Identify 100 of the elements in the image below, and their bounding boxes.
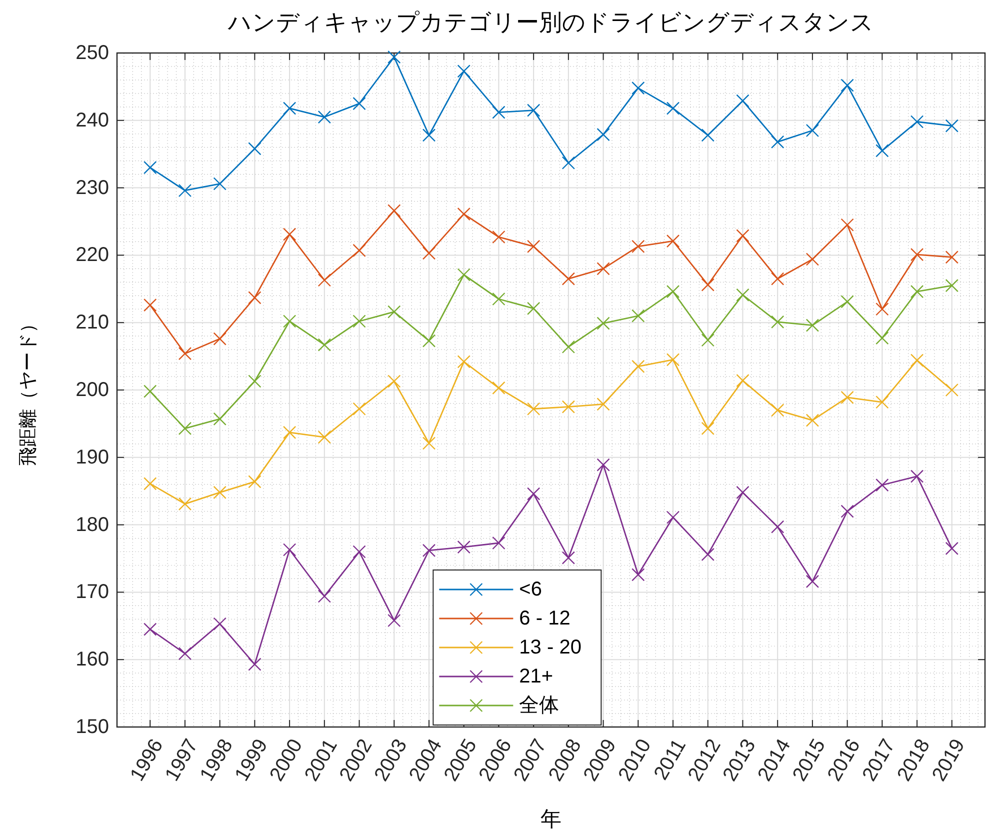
point (422, 128, 436, 142)
point (457, 540, 470, 554)
y-tick-label: 250 (76, 42, 109, 64)
point (178, 347, 192, 360)
point (248, 142, 262, 156)
point (282, 102, 296, 115)
point (945, 278, 958, 292)
x-axis-title: 年 (540, 807, 562, 831)
point (318, 590, 332, 603)
point (632, 309, 645, 322)
point (282, 314, 296, 328)
point (178, 646, 192, 660)
point (596, 458, 610, 472)
point (457, 207, 470, 221)
point (945, 383, 958, 397)
legend-label: 13 - 20 (519, 636, 582, 658)
point (562, 272, 576, 286)
point (422, 246, 436, 260)
point (666, 102, 680, 115)
point (632, 568, 645, 582)
point (806, 574, 820, 588)
y-tick-label: 210 (76, 312, 109, 334)
point (178, 422, 192, 436)
point (770, 135, 784, 149)
point (388, 614, 401, 628)
point (840, 390, 854, 404)
point (526, 302, 540, 316)
point (144, 477, 157, 490)
point (144, 384, 157, 398)
point (701, 128, 714, 142)
y-axis-title: 飛距離（ヤード） (17, 314, 39, 466)
point (352, 545, 366, 558)
point (457, 355, 470, 368)
point (457, 64, 470, 78)
point (388, 305, 401, 318)
point (213, 486, 226, 500)
point (492, 381, 506, 395)
point (144, 160, 157, 174)
point (248, 291, 262, 304)
point (632, 360, 645, 374)
point (213, 177, 226, 190)
point (492, 292, 506, 306)
point (178, 184, 192, 198)
y-tick-label: 170 (76, 581, 109, 604)
point (596, 316, 610, 330)
point (457, 268, 470, 282)
point (213, 412, 226, 426)
point (248, 374, 262, 388)
point (736, 288, 750, 302)
point (388, 50, 401, 64)
point (770, 404, 784, 417)
legend-label: 21+ (519, 666, 554, 688)
point (492, 230, 506, 244)
point (701, 548, 714, 562)
point (806, 414, 820, 427)
point (876, 396, 889, 409)
point (632, 81, 645, 95)
point (562, 400, 576, 414)
point (876, 478, 889, 492)
point (352, 314, 366, 328)
y-tick-label: 150 (76, 716, 109, 738)
point (562, 340, 576, 354)
point (526, 487, 540, 500)
point (840, 218, 854, 232)
point (736, 374, 750, 388)
point (526, 402, 540, 416)
point (701, 422, 714, 436)
point (806, 124, 820, 138)
point (352, 244, 366, 258)
legend-label: 6 - 12 (519, 608, 570, 630)
point (388, 374, 401, 388)
y-tick-label: 230 (76, 176, 109, 199)
point (876, 332, 889, 345)
point (945, 119, 958, 132)
legend-label: <6 (519, 578, 542, 600)
point (213, 617, 226, 630)
point (526, 104, 540, 117)
point (248, 475, 262, 488)
point (736, 229, 750, 242)
point (422, 544, 436, 558)
point (910, 470, 924, 483)
point (318, 110, 332, 124)
point (806, 252, 820, 266)
point (632, 240, 645, 254)
point (388, 204, 401, 218)
point (806, 318, 820, 332)
y-tick-label: 240 (76, 109, 109, 132)
point (562, 156, 576, 170)
point (701, 334, 714, 347)
point (840, 504, 854, 518)
point (945, 250, 958, 264)
point (248, 658, 262, 671)
point (770, 520, 784, 534)
y-tick-label: 220 (76, 244, 109, 266)
point (666, 234, 680, 248)
point (144, 622, 157, 636)
y-tick-label: 190 (76, 446, 109, 468)
point (736, 486, 750, 500)
point (876, 302, 889, 316)
point (318, 430, 332, 444)
